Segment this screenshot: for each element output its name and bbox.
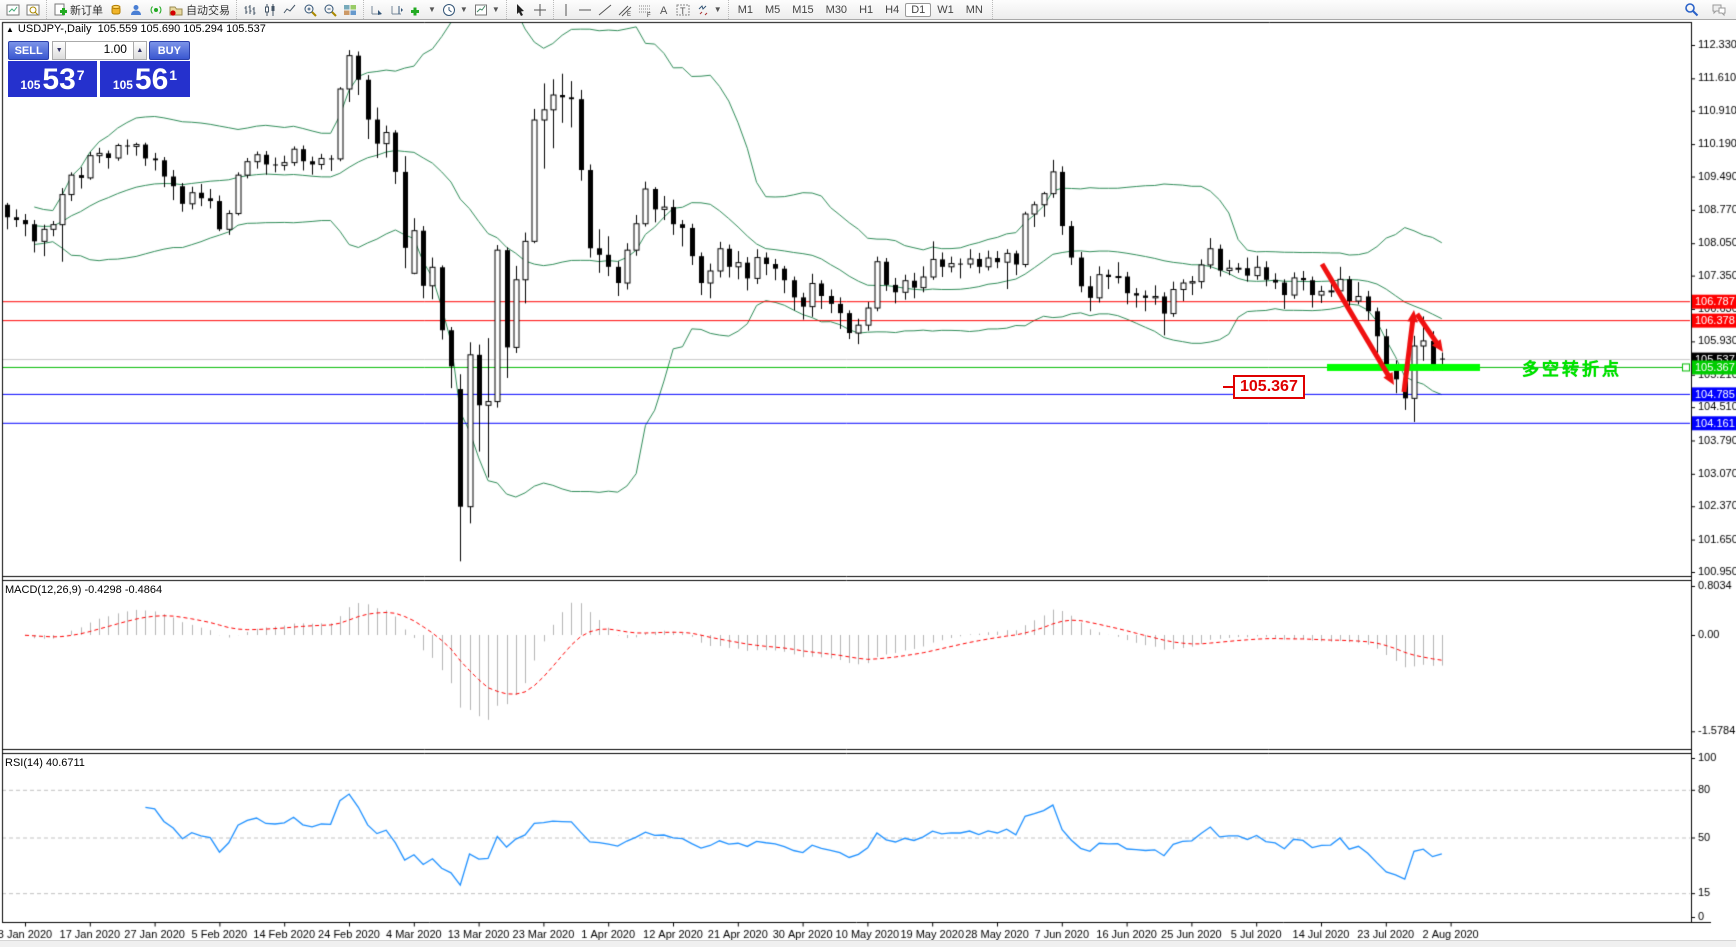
chart-shift-icon[interactable] — [387, 2, 407, 18]
timeframe-M5[interactable]: M5 — [764, 3, 781, 16]
timeframe-W1[interactable]: W1 — [937, 3, 954, 16]
symbol-ohlc: 105.559 105.690 105.294 105.537 — [97, 23, 266, 35]
line-chart-icon[interactable] — [280, 2, 300, 18]
label-icon[interactable]: T — [673, 2, 693, 18]
timeframe-H1[interactable]: H1 — [859, 3, 874, 16]
signals-icon[interactable] — [146, 2, 166, 18]
svg-text:E: E — [627, 12, 631, 17]
zoom-out-icon[interactable] — [320, 2, 340, 18]
timeframe-MN[interactable]: MN — [965, 3, 983, 16]
svg-text:F: F — [647, 13, 651, 17]
chat-icon[interactable] — [1708, 2, 1730, 18]
new-chart-icon[interactable] — [3, 2, 23, 18]
volume-up-button[interactable]: ▲ — [132, 41, 147, 60]
fibonacci-icon[interactable]: F — [635, 2, 655, 18]
search-icon[interactable] — [1681, 1, 1702, 18]
add-indicator-icon[interactable]: ▼ — [407, 2, 439, 18]
collapse-arrow-icon[interactable]: ▲ — [6, 25, 14, 34]
timeframe-D1[interactable]: D1 — [905, 2, 932, 17]
text-icon[interactable]: A — [655, 2, 673, 18]
autotrade-label: 自动交易 — [186, 4, 230, 17]
price-annotation-label[interactable]: 105.367 — [1223, 375, 1305, 399]
toolbar: 新订单 自动交易 — [0, 0, 1736, 20]
channel-icon[interactable]: E — [615, 2, 635, 18]
rsi-label: RSI(14) 40.6711 — [5, 757, 85, 769]
autotrade-button[interactable]: 自动交易 — [166, 1, 233, 19]
buy-button[interactable]: BUY — [148, 41, 190, 60]
community-icon[interactable] — [126, 2, 146, 18]
timeframe-M30[interactable]: M30 — [825, 3, 848, 16]
templates-icon[interactable]: ▼ — [471, 2, 503, 18]
bar-chart-icon[interactable] — [240, 2, 260, 18]
profiles-icon[interactable] — [23, 2, 43, 18]
symbol-title: USDJPY-,Daily — [17, 23, 92, 35]
turning-point-annotation[interactable]: 多空转折点 — [1522, 360, 1622, 379]
new-order-label: 新订单 — [70, 4, 103, 17]
svg-text:A: A — [660, 5, 668, 17]
tile-windows-icon[interactable] — [340, 2, 360, 18]
bottom-strip — [0, 940, 1736, 947]
sell-price-button[interactable]: 105 53 7 — [8, 61, 97, 97]
trendline-icon[interactable] — [595, 2, 615, 18]
cursor-icon[interactable] — [510, 2, 530, 18]
svg-text:T: T — [680, 6, 686, 16]
periods-icon[interactable]: ▼ — [439, 2, 471, 18]
arrows-icon[interactable]: ▼ — [693, 2, 725, 18]
timeframe-H4[interactable]: H4 — [885, 3, 900, 16]
hline-icon[interactable] — [575, 2, 595, 18]
timeframe-M1[interactable]: M1 — [737, 3, 753, 16]
volume-input[interactable]: 1.00 — [66, 41, 133, 60]
timeframe-bar: M1 M5 M15 M30 H1 H4 D1 W1 MN — [729, 0, 993, 19]
chart-canvas[interactable] — [0, 19, 1736, 947]
vline-icon[interactable] — [557, 2, 575, 18]
autoscroll-icon[interactable] — [367, 2, 387, 18]
market-icon[interactable] — [106, 2, 126, 18]
candle-chart-icon[interactable] — [260, 2, 280, 18]
zoom-in-icon[interactable] — [300, 2, 320, 18]
chart-area: ▲ USDJPY-,Daily 105.559 105.690 105.294 1… — [0, 19, 1736, 947]
macd-label: MACD(12,26,9) -0.4298 -0.4864 — [5, 584, 163, 596]
timeframe-M15[interactable]: M15 — [792, 3, 814, 16]
crosshair-icon[interactable] — [530, 2, 550, 18]
volume-down-button[interactable]: ▼ — [52, 41, 67, 60]
sell-button[interactable]: SELL — [8, 41, 50, 60]
one-click-trading-panel: SELL ▼ 1.00 ▲ BUY 105 53 7 105 56 1 — [8, 41, 190, 97]
new-order-button[interactable]: 新订单 — [50, 1, 106, 19]
buy-price-button[interactable]: 105 56 1 — [100, 61, 190, 97]
symbol-info-line: ▲ USDJPY-,Daily 105.559 105.690 105.294 1… — [6, 23, 266, 35]
